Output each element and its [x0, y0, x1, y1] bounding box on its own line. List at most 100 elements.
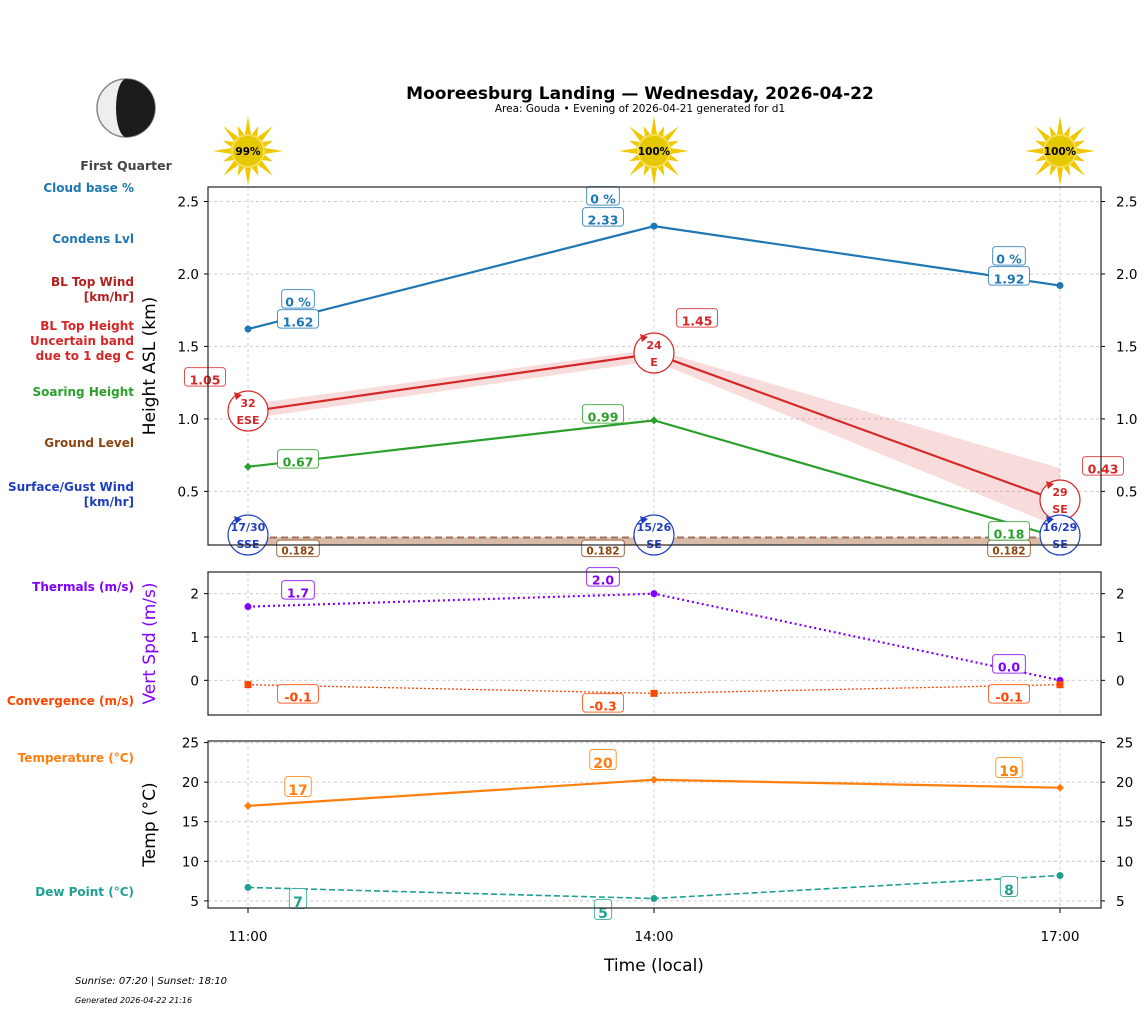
- soaring-height-label: 0.99: [588, 409, 619, 424]
- soaring-height-label-box: [582, 404, 624, 424]
- convergence-label: -0.1: [995, 689, 1022, 704]
- sun-ray: [650, 166, 658, 186]
- sun-ray: [213, 147, 233, 155]
- legend-ground-level: Ground Level: [44, 436, 134, 450]
- sun-ray: [1075, 147, 1095, 155]
- wind-circle: [633, 332, 675, 374]
- wind-arrow-icon: [640, 334, 648, 342]
- legend-cloud-base: Cloud base %: [43, 181, 134, 195]
- wind-speed: 24: [646, 339, 662, 352]
- sun-icon: [213, 116, 283, 186]
- y-tick-label-right: 5: [1116, 894, 1125, 910]
- dew-point-label: 7: [293, 895, 303, 911]
- x-axis-label: Time (local): [603, 956, 704, 976]
- legend-temperature: Temperature (°C): [18, 751, 134, 765]
- y-axis-label: Temp (°C): [140, 782, 160, 867]
- temperature-label-box: [995, 757, 1023, 778]
- thermals-label: 2.0: [592, 572, 614, 587]
- plot-frame: [207, 740, 1102, 909]
- bl-top-height-label: 0.43: [1088, 461, 1119, 476]
- y-tick-label-right: 0.5: [1116, 484, 1137, 500]
- plot-frame: [207, 571, 1102, 716]
- sun-disc: [231, 134, 265, 168]
- sun-ray: [1056, 116, 1064, 136]
- bl-top-height-label-box: [1082, 456, 1124, 476]
- wind-direction: SE: [1052, 503, 1067, 516]
- convergence-label: -0.1: [284, 689, 311, 704]
- wind-arrow-icon: [640, 516, 648, 524]
- cloud-base-percent-label: 0 %: [996, 251, 1022, 266]
- condens-level-label: 1.92: [994, 271, 1025, 286]
- legend-bl-top-wind: [km/hr]: [84, 290, 134, 304]
- sun-ray: [1035, 126, 1052, 143]
- cloud-base-percent-label: 0 %: [590, 191, 616, 206]
- dew-point-point: [244, 883, 252, 891]
- wind-speed: 15/26: [637, 521, 672, 534]
- sun-ray: [650, 116, 658, 136]
- sun-ray: [223, 159, 240, 176]
- sun-ray: [1068, 159, 1085, 176]
- soaring-height-label: 0.18: [994, 526, 1025, 541]
- convergence-label-box: [277, 684, 319, 704]
- dew-point-point: [650, 895, 658, 903]
- bl-top-wind-marker: 24 E: [633, 332, 675, 374]
- thermals-label-box: [281, 580, 315, 600]
- sun-disc: [1043, 134, 1077, 168]
- bl-top-height-label-box: [676, 308, 718, 328]
- cloud-base-percent-label: 0 %: [285, 294, 311, 309]
- convergence-point: [244, 681, 252, 689]
- legend-thermals: Thermals (m/s): [32, 580, 134, 594]
- y-tick-label: 25: [182, 736, 199, 752]
- temperature-label-box: [589, 749, 617, 770]
- condens-level-point: [244, 325, 252, 333]
- soaring-height-label-box: [277, 449, 319, 469]
- wind-speed: 29: [1052, 486, 1067, 499]
- sun-ray: [669, 147, 689, 155]
- sun-icon: [619, 116, 689, 186]
- moon-icon: [96, 78, 156, 138]
- sun-disc: [637, 134, 671, 168]
- legend-bl-top-height: due to 1 deg C: [36, 349, 135, 363]
- temperature-point: [244, 801, 252, 810]
- sunrise-sunset: Sunrise: 07:20 | Sunset: 18:10: [75, 976, 227, 987]
- thermals-point: [650, 590, 658, 598]
- legend-bl-top-height: BL Top Height: [40, 319, 134, 333]
- soaring-height-label-box: [988, 521, 1030, 541]
- y-tick-label: 2.5: [178, 194, 199, 210]
- y-tick-label-right: 2.5: [1116, 194, 1137, 210]
- condens-level-label: 2.33: [588, 212, 619, 227]
- sun-ray: [662, 159, 679, 176]
- bl-top-height-label-box: [184, 367, 226, 387]
- y-tick-label-right: 1: [1116, 630, 1125, 646]
- y-tick-label: 0.5: [178, 484, 199, 500]
- convergence-label: -0.3: [589, 698, 616, 713]
- plot-frame: [207, 186, 1102, 546]
- legend-dew-point: Dew Point (°C): [35, 885, 134, 899]
- condens-level-label-box: [988, 266, 1030, 286]
- ground-level-label: 0.182: [281, 546, 314, 558]
- condens-level-label-box: [582, 207, 624, 227]
- sun-ray: [629, 159, 646, 176]
- y-tick-label: 1.5: [178, 339, 199, 355]
- legend-bl-top-height: Uncertain band: [30, 334, 134, 348]
- bl-top-height-label: 1.05: [190, 372, 221, 387]
- convergence-point: [650, 689, 658, 697]
- temperature-label-box: [284, 776, 312, 797]
- wind-circle: [227, 390, 269, 432]
- cloud-base-percent-label-box: [281, 289, 315, 309]
- generated-timestamp: Generated 2026-04-22 21:16: [75, 996, 192, 1005]
- sun-ray: [256, 159, 273, 176]
- y-tick-label: 10: [182, 854, 199, 870]
- temperature-point: [650, 775, 658, 784]
- y-tick-label: 15: [182, 815, 199, 831]
- temperature-label: 20: [593, 756, 613, 772]
- y-axis-label: Vert Spd (m/s): [140, 582, 160, 704]
- y-axis-label: Height ASL (km): [140, 297, 160, 436]
- x-tick-label: 17:00: [1041, 929, 1080, 945]
- y-tick-label-right: 1.0: [1116, 412, 1137, 428]
- sun-ray: [1025, 147, 1045, 155]
- y-tick-label-right: 1.5: [1116, 339, 1137, 355]
